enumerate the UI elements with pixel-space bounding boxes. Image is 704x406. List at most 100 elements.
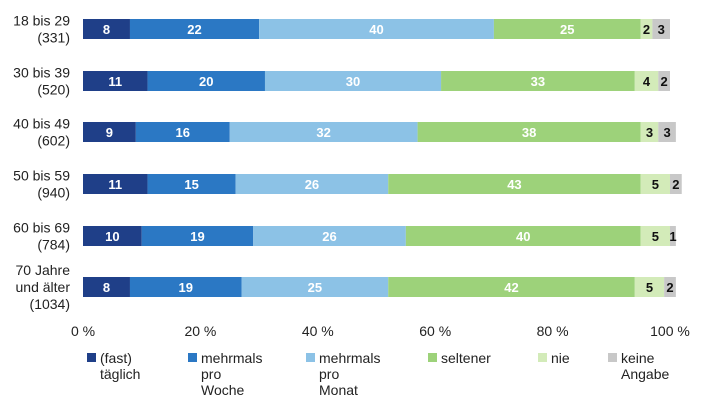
data-label-r4-s0: 10 (105, 229, 119, 244)
data-label-r0-s0: 8 (103, 22, 110, 37)
data-label-r4-s4: 5 (652, 229, 659, 244)
x-tick-label: 60 % (419, 323, 451, 339)
bar-segment-r2-s4 (640, 122, 659, 142)
data-label-r0-s5: 3 (658, 22, 665, 37)
x-tick-label: 40 % (302, 323, 334, 339)
x-tick-label: 80 % (537, 323, 569, 339)
legend-swatch-2 (306, 353, 315, 362)
category-label-1: 30 bis 39 (520) (13, 65, 70, 98)
legend-label-2: mehrmals pro Monat (319, 350, 380, 398)
data-label-r3-s5: 2 (672, 177, 679, 192)
bar-segment-r0-s2 (259, 19, 494, 39)
data-label-r3-s3: 43 (507, 177, 521, 192)
data-label-r0-s2: 40 (369, 22, 383, 37)
category-label-3: 50 bis 59 (940) (13, 168, 70, 201)
data-label-r4-s1: 19 (190, 229, 204, 244)
data-label-r2-s1: 16 (176, 125, 190, 140)
bar-segment-r5-s5 (664, 277, 676, 297)
bar-segment-r3-s3 (388, 174, 641, 194)
category-label-2: 40 bis 49 (602) (13, 116, 70, 149)
bar-segment-r5-s4 (634, 277, 665, 297)
bar-segment-r1-s1 (147, 71, 265, 91)
data-label-r4-s3: 40 (516, 229, 530, 244)
category-label-4: 60 bis 69 (784) (13, 220, 70, 253)
bar-segment-r0-s4 (640, 19, 653, 39)
data-label-r1-s5: 2 (661, 74, 668, 89)
bars-layer: 8 22 40 25 2 311 20 30 33 4 29 16 32 38 3 311 15 26 43 5 210… (83, 19, 682, 297)
legend-label-3: seltener (441, 350, 491, 366)
bar-segment-r3-s5 (670, 174, 682, 194)
data-label-r4-s2: 26 (322, 229, 336, 244)
bar-segment-r5-s3 (388, 277, 635, 297)
data-label-r2-s5: 3 (663, 125, 670, 140)
data-label-r1-s1: 20 (199, 74, 213, 89)
bar-segment-r4-s0 (83, 226, 142, 246)
bar-segment-r5-s0 (83, 277, 130, 297)
bar-segment-r4-s4 (640, 226, 670, 246)
legend-label-5: keine Angabe (621, 350, 669, 382)
bar-segment-r1-s4 (634, 71, 659, 91)
legend-label-0: (fast) täglich (100, 350, 140, 382)
bar-segment-r3-s4 (640, 174, 670, 194)
data-label-r2-s3: 38 (522, 125, 536, 140)
bar-segment-r2-s5 (658, 122, 676, 142)
data-label-r0-s1: 22 (187, 22, 201, 37)
legend: (fast) täglich mehrmals pro Woche mehrmals pro… (87, 350, 669, 398)
category-labels: 18 bis 29 (331) 30 bis 39 (520) 40 bis 49 (60… (13, 13, 70, 313)
legend-swatch-0 (87, 353, 96, 362)
data-label-r3-s2: 26 (305, 177, 319, 192)
data-label-r3-s0: 11 (108, 177, 122, 192)
data-label-r5-s3: 42 (504, 280, 518, 295)
x-tick-label: 0 % (71, 323, 95, 339)
legend-swatch-3 (428, 353, 437, 362)
bar-segment-r2-s2 (229, 122, 418, 142)
bar-segment-r2-s1 (135, 122, 230, 142)
data-label-r1-s4: 4 (643, 74, 651, 89)
data-label-r2-s0: 9 (106, 125, 113, 140)
x-tick-label: 20 % (184, 323, 216, 339)
bar-segment-r0-s3 (493, 19, 641, 39)
x-tick-label: 100 % (650, 323, 690, 339)
bar-segment-r2-s3 (417, 122, 641, 142)
data-label-r2-s2: 32 (316, 125, 330, 140)
bar-segment-r4-s5 (670, 226, 676, 246)
legend-label-4: nie (551, 350, 570, 366)
x-axis: 0 % 20 % 40 % 60 % 80 % 100 % (71, 323, 690, 339)
bar-segment-r4-s3 (405, 226, 641, 246)
category-label-0: 18 bis 29 (331) (13, 13, 70, 46)
bar-segment-r4-s2 (253, 226, 406, 246)
bar-segment-r3-s2 (235, 174, 389, 194)
legend-swatch-4 (538, 353, 547, 362)
data-label-r1-s3: 33 (531, 74, 545, 89)
data-label-r0-s3: 25 (560, 22, 574, 37)
data-label-r5-s2: 25 (308, 280, 322, 295)
bar-segment-r1-s5 (658, 71, 670, 91)
data-label-r5-s0: 8 (103, 280, 110, 295)
data-label-r5-s5: 2 (666, 280, 673, 295)
legend-swatch-1 (188, 353, 197, 362)
bar-segment-r0-s5 (652, 19, 670, 39)
data-label-r5-s1: 19 (178, 280, 192, 295)
bar-segment-r0-s0 (83, 19, 130, 39)
bar-segment-r1-s2 (264, 71, 442, 91)
data-label-r3-s4: 5 (652, 177, 659, 192)
bar-segment-r5-s2 (241, 277, 389, 297)
data-label-r0-s4: 2 (643, 22, 650, 37)
data-label-r1-s2: 30 (346, 74, 360, 89)
data-label-r5-s4: 5 (646, 280, 653, 295)
bar-segment-r3-s0 (83, 174, 148, 194)
bar-segment-r2-s0 (83, 122, 136, 142)
data-label-r1-s0: 11 (108, 74, 122, 89)
bar-segment-r1-s0 (83, 71, 148, 91)
bar-segment-r1-s3 (441, 71, 635, 91)
bar-segment-r5-s1 (129, 277, 242, 297)
legend-swatch-5 (608, 353, 617, 362)
data-label-r2-s4: 3 (646, 125, 653, 140)
legend-label-1: mehrmals pro Woche (201, 350, 262, 398)
data-label-r3-s1: 15 (184, 177, 198, 192)
bar-segment-r3-s1 (147, 174, 236, 194)
data-label-r4-s5: 1 (669, 229, 676, 244)
bar-segment-r4-s1 (141, 226, 254, 246)
bar-segment-r0-s1 (129, 19, 260, 39)
